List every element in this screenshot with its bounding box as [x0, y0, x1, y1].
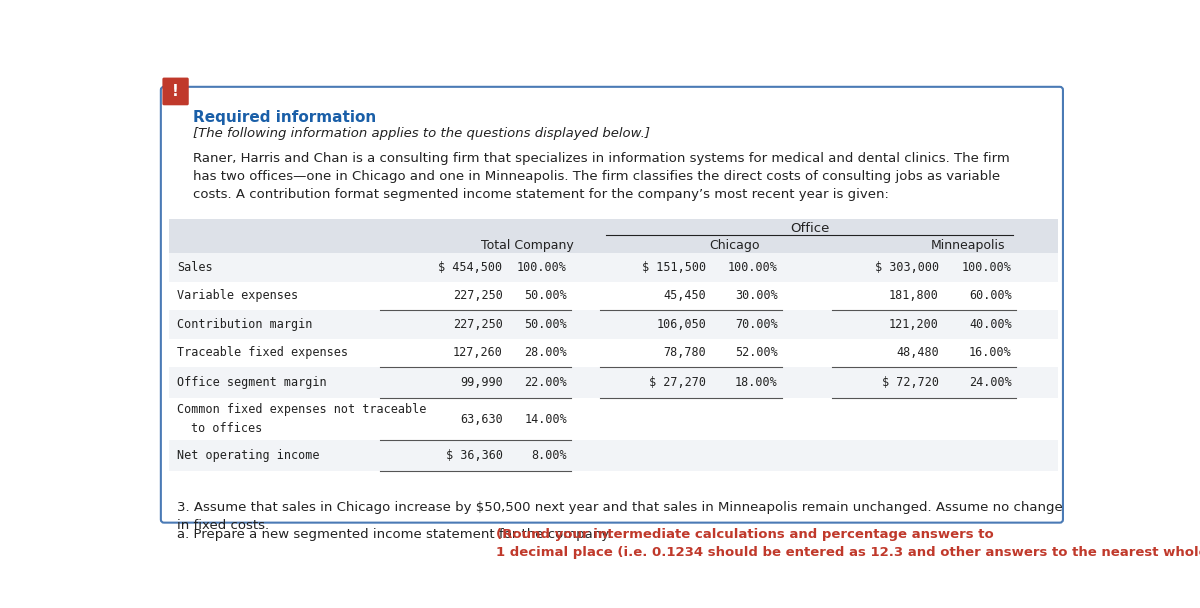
Bar [169, 310, 1058, 339]
Text: 227,250: 227,250 [452, 318, 503, 331]
Text: 14.00%: 14.00% [524, 413, 566, 426]
Text: Traceable fixed expenses: Traceable fixed expenses [178, 347, 348, 359]
Text: Contribution margin: Contribution margin [178, 318, 312, 331]
Text: $ 36,360: $ 36,360 [445, 449, 503, 462]
Text: 8.00%: 8.00% [532, 449, 566, 462]
Text: 106,050: 106,050 [656, 318, 707, 331]
FancyBboxPatch shape [161, 87, 1063, 523]
Text: 18.00%: 18.00% [734, 376, 778, 389]
Bar [169, 219, 1058, 253]
Text: $ 27,270: $ 27,270 [649, 376, 707, 389]
Text: 16.00%: 16.00% [970, 347, 1012, 359]
Text: Chicago: Chicago [709, 240, 760, 252]
Text: 70.00%: 70.00% [734, 318, 778, 331]
Text: $ 454,500: $ 454,500 [438, 261, 503, 274]
Text: 22.00%: 22.00% [524, 376, 566, 389]
Text: 40.00%: 40.00% [970, 318, 1012, 331]
Text: Office segment margin: Office segment margin [178, 376, 326, 389]
Bar [169, 339, 1058, 367]
Text: to offices: to offices [191, 422, 263, 435]
Text: 121,200: 121,200 [889, 318, 938, 331]
Bar [169, 253, 1058, 282]
Text: 52.00%: 52.00% [734, 347, 778, 359]
Text: a. Prepare a new segmented income statement for the company.: a. Prepare a new segmented income statem… [178, 528, 616, 541]
FancyBboxPatch shape [162, 78, 188, 105]
Bar [169, 282, 1058, 310]
Bar [169, 440, 1058, 471]
Text: 28.00%: 28.00% [524, 347, 566, 359]
Text: !: ! [172, 83, 179, 98]
Text: 100.00%: 100.00% [962, 261, 1012, 274]
Text: Raner, Harris and Chan is a consulting firm that specializes in information syst: Raner, Harris and Chan is a consulting f… [193, 151, 1009, 201]
Text: Variable expenses: Variable expenses [178, 289, 299, 302]
Text: 127,260: 127,260 [452, 347, 503, 359]
Text: 50.00%: 50.00% [524, 289, 566, 302]
Text: (Round your intermediate calculations and percentage answers to
1 decimal place : (Round your intermediate calculations an… [497, 528, 1200, 559]
Text: Common fixed expenses not traceable: Common fixed expenses not traceable [178, 403, 426, 416]
Text: 100.00%: 100.00% [517, 261, 566, 274]
Text: 100.00%: 100.00% [728, 261, 778, 274]
Bar [169, 398, 1058, 440]
Text: Minneapolis: Minneapolis [930, 240, 1004, 252]
Text: 99,990: 99,990 [460, 376, 503, 389]
Text: 50.00%: 50.00% [524, 318, 566, 331]
Text: 60.00%: 60.00% [970, 289, 1012, 302]
Text: Sales: Sales [178, 261, 212, 274]
Bar [169, 367, 1058, 398]
Text: 227,250: 227,250 [452, 289, 503, 302]
Text: 3. Assume that sales in Chicago increase by $50,500 next year and that sales in : 3. Assume that sales in Chicago increase… [178, 501, 1063, 532]
Text: 45,450: 45,450 [664, 289, 707, 302]
Text: Required information: Required information [193, 110, 376, 125]
Text: 63,630: 63,630 [460, 413, 503, 426]
Text: 48,480: 48,480 [896, 347, 938, 359]
Text: [The following information applies to the questions displayed below.]: [The following information applies to th… [193, 127, 649, 140]
Text: $ 72,720: $ 72,720 [882, 376, 938, 389]
Text: 78,780: 78,780 [664, 347, 707, 359]
Text: $ 303,000: $ 303,000 [875, 261, 938, 274]
Text: Office: Office [790, 223, 829, 235]
Text: 24.00%: 24.00% [970, 376, 1012, 389]
Text: 181,800: 181,800 [889, 289, 938, 302]
Text: Total Company: Total Company [481, 240, 574, 252]
Text: Net operating income: Net operating income [178, 449, 319, 462]
Text: $ 151,500: $ 151,500 [642, 261, 707, 274]
Text: 30.00%: 30.00% [734, 289, 778, 302]
